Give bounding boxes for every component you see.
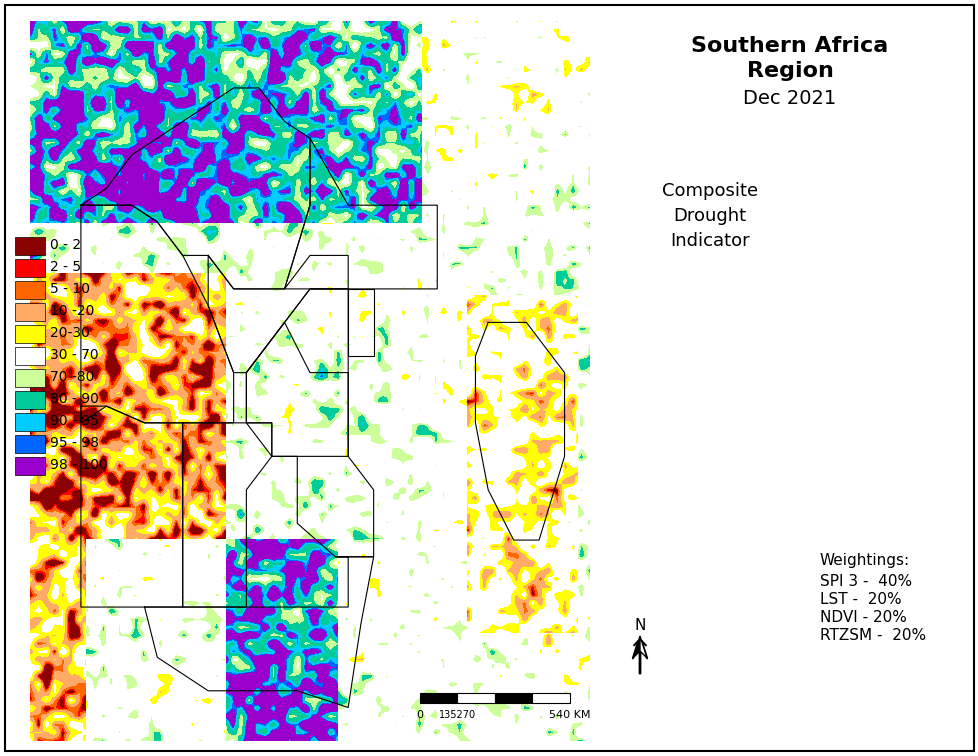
Text: 80 - 90: 80 - 90 — [50, 392, 99, 406]
Text: Dec 2021: Dec 2021 — [742, 88, 836, 107]
Text: Weightings:: Weightings: — [820, 553, 910, 569]
Text: 95 - 98: 95 - 98 — [50, 436, 99, 450]
Text: Southern Africa: Southern Africa — [690, 36, 888, 56]
Text: NDVI - 20%: NDVI - 20% — [820, 609, 906, 624]
Bar — [15, 303, 45, 321]
Bar — [532, 693, 569, 703]
Bar — [15, 325, 45, 343]
Text: 70 -80: 70 -80 — [50, 370, 94, 384]
Text: Composite
Drought
Indicator: Composite Drought Indicator — [661, 182, 757, 250]
Text: 30 - 70: 30 - 70 — [50, 348, 99, 362]
Bar — [15, 413, 45, 431]
Text: 10 -20: 10 -20 — [50, 304, 94, 318]
Text: 540 KM: 540 KM — [549, 710, 590, 720]
Text: 2 - 5: 2 - 5 — [50, 260, 81, 274]
Text: 0: 0 — [416, 710, 423, 720]
Bar — [420, 693, 457, 703]
Bar — [15, 281, 45, 299]
Text: 5 - 10: 5 - 10 — [50, 282, 90, 296]
Polygon shape — [640, 636, 646, 658]
Text: N: N — [634, 618, 645, 634]
Polygon shape — [633, 636, 640, 658]
Bar — [15, 259, 45, 277]
Bar — [15, 435, 45, 453]
Bar — [15, 237, 45, 255]
Text: 90 - 95: 90 - 95 — [50, 414, 99, 428]
Text: 0 - 2: 0 - 2 — [50, 238, 81, 252]
Bar — [15, 391, 45, 409]
Text: Region: Region — [746, 61, 832, 81]
Bar — [15, 347, 45, 365]
Text: RTZSM -  20%: RTZSM - 20% — [820, 627, 925, 643]
Bar — [495, 693, 532, 703]
Text: LST -  20%: LST - 20% — [820, 591, 901, 606]
Bar — [457, 693, 495, 703]
Text: 20-30: 20-30 — [50, 326, 90, 340]
Bar — [15, 457, 45, 475]
Text: 135270: 135270 — [438, 710, 475, 720]
Bar — [15, 369, 45, 387]
Text: 98 - 100: 98 - 100 — [50, 458, 108, 472]
Text: SPI 3 -  40%: SPI 3 - 40% — [820, 574, 911, 588]
